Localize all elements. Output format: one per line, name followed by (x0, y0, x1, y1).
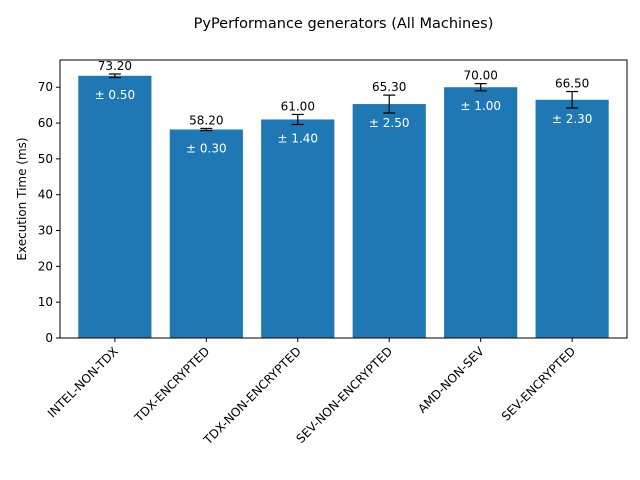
bars (78, 75, 609, 339)
value-label: 65.30 (372, 80, 406, 94)
error-label: ± 0.50 (95, 88, 136, 102)
plot-frame (59, 59, 628, 339)
value-label: 58.20 (189, 113, 223, 127)
y-tick-label: 30 (38, 224, 53, 238)
y-tick-label: 70 (38, 80, 53, 94)
x-tick-label: AMD-NON-SEV (415, 344, 487, 416)
value-label: 61.00 (281, 99, 315, 113)
error-bar (108, 73, 121, 79)
y-tick-label: 60 (38, 116, 53, 130)
error-bars (108, 73, 579, 132)
error-bar (291, 113, 304, 126)
bar (535, 99, 609, 338)
y-axis: 0 10 20 30 40 50 60 70 (38, 80, 60, 345)
x-tick-label: SEV-ENCRYPTED (499, 344, 578, 423)
error-label: ± 2.50 (369, 116, 410, 130)
bar (169, 129, 243, 338)
error-bar (200, 127, 213, 132)
x-tick-label: INTEL-NON-TDX (45, 344, 121, 420)
error-label: ± 1.40 (277, 131, 318, 145)
bar (444, 87, 518, 338)
y-tick-label: 40 (38, 188, 53, 202)
error-label: ± 2.30 (552, 112, 593, 126)
y-tick-label: 20 (38, 259, 53, 273)
error-label: ± 0.30 (186, 142, 227, 156)
data-labels: 73.20 ± 0.50 58.20 ± 0.30 61.00 ± 1.40 65.30 ± … (95, 59, 593, 156)
y-tick-label: 10 (38, 295, 53, 309)
error-bar (474, 83, 487, 92)
error-bar (383, 94, 396, 114)
value-label: 66.50 (555, 77, 589, 91)
x-tick-label: TDX-ENCRYPTED (131, 344, 212, 425)
x-tick-label: SEV-NON-ENCRYPTED (294, 344, 396, 446)
error-label: ± 1.00 (460, 99, 501, 113)
bar (78, 75, 152, 339)
error-bar (566, 90, 579, 109)
y-axis-label: Execution Time (ms) (15, 137, 29, 260)
x-axis: INTEL-NON-TDX TDX-ENCRYPTEDTDX-NON-ENCRYP… (45, 338, 578, 448)
value-label: 73.20 (98, 59, 132, 73)
chart-title: PyPerformance generators (All Machines) (194, 16, 494, 32)
value-label: 70.00 (463, 69, 497, 83)
bar (261, 119, 335, 338)
y-tick-label: 0 (45, 331, 53, 345)
bar (352, 104, 426, 339)
x-tick-label: TDX-NON-ENCRYPTED (200, 344, 304, 448)
y-tick-label: 50 (38, 152, 53, 166)
